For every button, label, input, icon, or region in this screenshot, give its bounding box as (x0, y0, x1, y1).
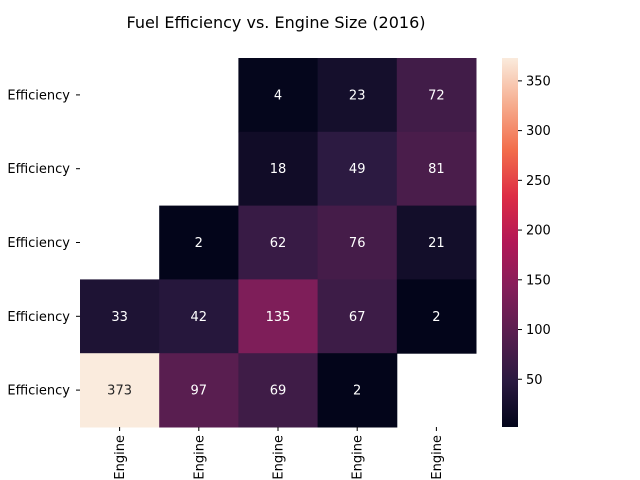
x-tick-label: Engine (272, 435, 287, 480)
heatmap-cell (317, 58, 398, 133)
x-tick-label: Engine (430, 435, 445, 480)
x-tick-label: Engine (351, 435, 366, 480)
colorbar-tick-label: 350 (526, 74, 551, 89)
heatmap-cell (80, 353, 160, 428)
heatmap-cell (317, 131, 398, 207)
y-tick-label: Efficiency (7, 88, 70, 103)
colorbar-gradient (502, 58, 518, 427)
cell-value-label: 72 (428, 88, 445, 103)
cell-value-label: 18 (270, 162, 287, 177)
y-axis: Efficiency Efficiency Efficiency Efficiency… (7, 88, 80, 399)
cell-value-label: 97 (191, 384, 208, 399)
cell-value-label: 81 (428, 162, 445, 177)
y-tick-label: Efficiency (7, 310, 70, 325)
heatmap-cell (317, 353, 398, 428)
heatmap-cell (317, 279, 398, 354)
heatmap-cell (159, 205, 239, 280)
heatmap-cell (238, 353, 319, 428)
heatmap-cell (238, 205, 319, 280)
cell-value-label: 2 (195, 236, 203, 251)
colorbar-tick-label: 200 (526, 224, 551, 239)
chart-title: Fuel Efficiency vs. Engine Size (2016) (126, 13, 425, 32)
heatmap-cell (396, 279, 477, 354)
heatmap-cell (396, 205, 477, 280)
heatmap-cells: 4 23 72 18 49 81 2 62 76 21 33 42 135 67 2 373 97 69 2 (80, 58, 477, 428)
heatmap-cell (238, 131, 319, 207)
heatmap-cell (80, 279, 160, 354)
cell-value-label: 2 (353, 384, 361, 399)
colorbar-tick-label: 250 (526, 174, 551, 189)
cell-value-label: 135 (266, 310, 291, 325)
x-tick-label: Engine (192, 435, 207, 480)
cell-value-label: 373 (107, 384, 132, 399)
cell-value-label: 62 (270, 236, 287, 251)
x-axis: Engine Engine Engine Engine Engine (113, 427, 445, 480)
y-tick-label: Efficiency (7, 162, 70, 177)
cell-value-label: 76 (349, 236, 366, 251)
colorbar-tick-label: 150 (526, 273, 551, 288)
heatmap-cell (159, 279, 239, 354)
x-tick-label: Engine (113, 435, 128, 480)
heatmap-cell (159, 353, 239, 428)
heatmap-cell (396, 131, 477, 207)
cell-value-label: 49 (349, 162, 366, 177)
y-tick-label: Efficiency (7, 384, 70, 399)
cell-value-label: 67 (349, 310, 366, 325)
cell-value-label: 4 (274, 88, 282, 103)
y-tick-label: Efficiency (7, 236, 70, 251)
cell-value-label: 42 (191, 310, 208, 325)
colorbar: 50 100 150 200 250 300 350 (502, 58, 551, 427)
colorbar-tick-label: 100 (526, 323, 551, 338)
heatmap-cell (238, 279, 319, 354)
cell-value-label: 69 (270, 384, 287, 399)
heatmap-cell (238, 58, 319, 133)
cell-value-label: 21 (428, 236, 445, 251)
cell-value-label: 33 (111, 310, 128, 325)
colorbar-tick-label: 50 (526, 373, 543, 388)
heatmap-cell (396, 58, 477, 133)
cell-value-label: 2 (432, 310, 440, 325)
colorbar-tick-label: 300 (526, 124, 551, 139)
heatmap-cell (317, 205, 398, 280)
cell-value-label: 23 (349, 88, 366, 103)
